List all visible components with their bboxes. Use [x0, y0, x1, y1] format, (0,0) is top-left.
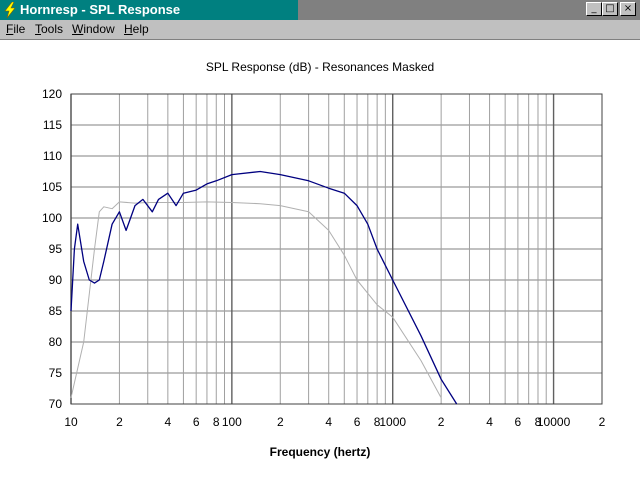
x-tick-label: 2 — [277, 415, 284, 429]
y-tick-label: 120 — [42, 87, 62, 101]
x-tick-label: 2 — [116, 415, 123, 429]
x-tick-label: 6 — [354, 415, 361, 429]
menu-tools[interactable]: Tools — [35, 22, 64, 36]
window-title: Hornresp - SPL Response — [20, 2, 181, 17]
x-tick-label: 2 — [599, 415, 606, 429]
y-tick-label: 95 — [49, 242, 63, 256]
y-tick-label: 80 — [49, 335, 63, 349]
x-tick-label: 8 — [535, 415, 542, 429]
x-tick-label: 4 — [165, 415, 172, 429]
x-tick-label: 4 — [325, 415, 332, 429]
y-tick-label: 115 — [43, 118, 62, 132]
x-tick-label: 4 — [486, 415, 493, 429]
title-bar-active-region — [0, 0, 298, 20]
close-button[interactable]: × — [620, 2, 636, 16]
x-tick-label: 1000 — [379, 415, 406, 429]
x-tick-label: 6 — [193, 415, 200, 429]
series-masked-line — [70, 201, 442, 399]
x-tick-label: 100 — [222, 415, 242, 429]
y-tick-label: 105 — [42, 180, 62, 194]
menu-help[interactable]: Help — [124, 22, 149, 36]
y-tick-label: 70 — [49, 397, 63, 411]
plot-frame — [70, 93, 603, 405]
lightning-icon — [4, 2, 16, 18]
y-tick-label: 110 — [43, 149, 62, 163]
x-tick-label: 10000 — [537, 415, 571, 429]
y-tick-label: 85 — [49, 304, 63, 318]
title-bar[interactable]: Hornresp - SPL Response _ □ × — [0, 0, 640, 20]
x-axis-title: Frequency (hertz) — [269, 445, 371, 459]
x-tick-label: 8 — [374, 415, 381, 429]
menu-bar: File Tools Window Help — [0, 20, 640, 40]
maximize-button[interactable]: □ — [602, 2, 618, 16]
y-tick-label: 90 — [49, 273, 63, 287]
y-tick-label: 100 — [42, 211, 62, 225]
x-tick-label: 2 — [438, 415, 445, 429]
menu-window[interactable]: Window — [72, 22, 115, 36]
chart-title: SPL Response (dB) - Resonances Masked — [205, 60, 435, 74]
x-tick-label: 10 — [64, 415, 78, 429]
x-tick-label: 8 — [213, 415, 220, 429]
series-main-line — [70, 170, 458, 405]
x-tick-label: 6 — [515, 415, 522, 429]
menu-file[interactable]: File — [6, 22, 26, 36]
minimize-button[interactable]: _ — [586, 2, 602, 16]
y-tick-label: 75 — [49, 366, 63, 380]
